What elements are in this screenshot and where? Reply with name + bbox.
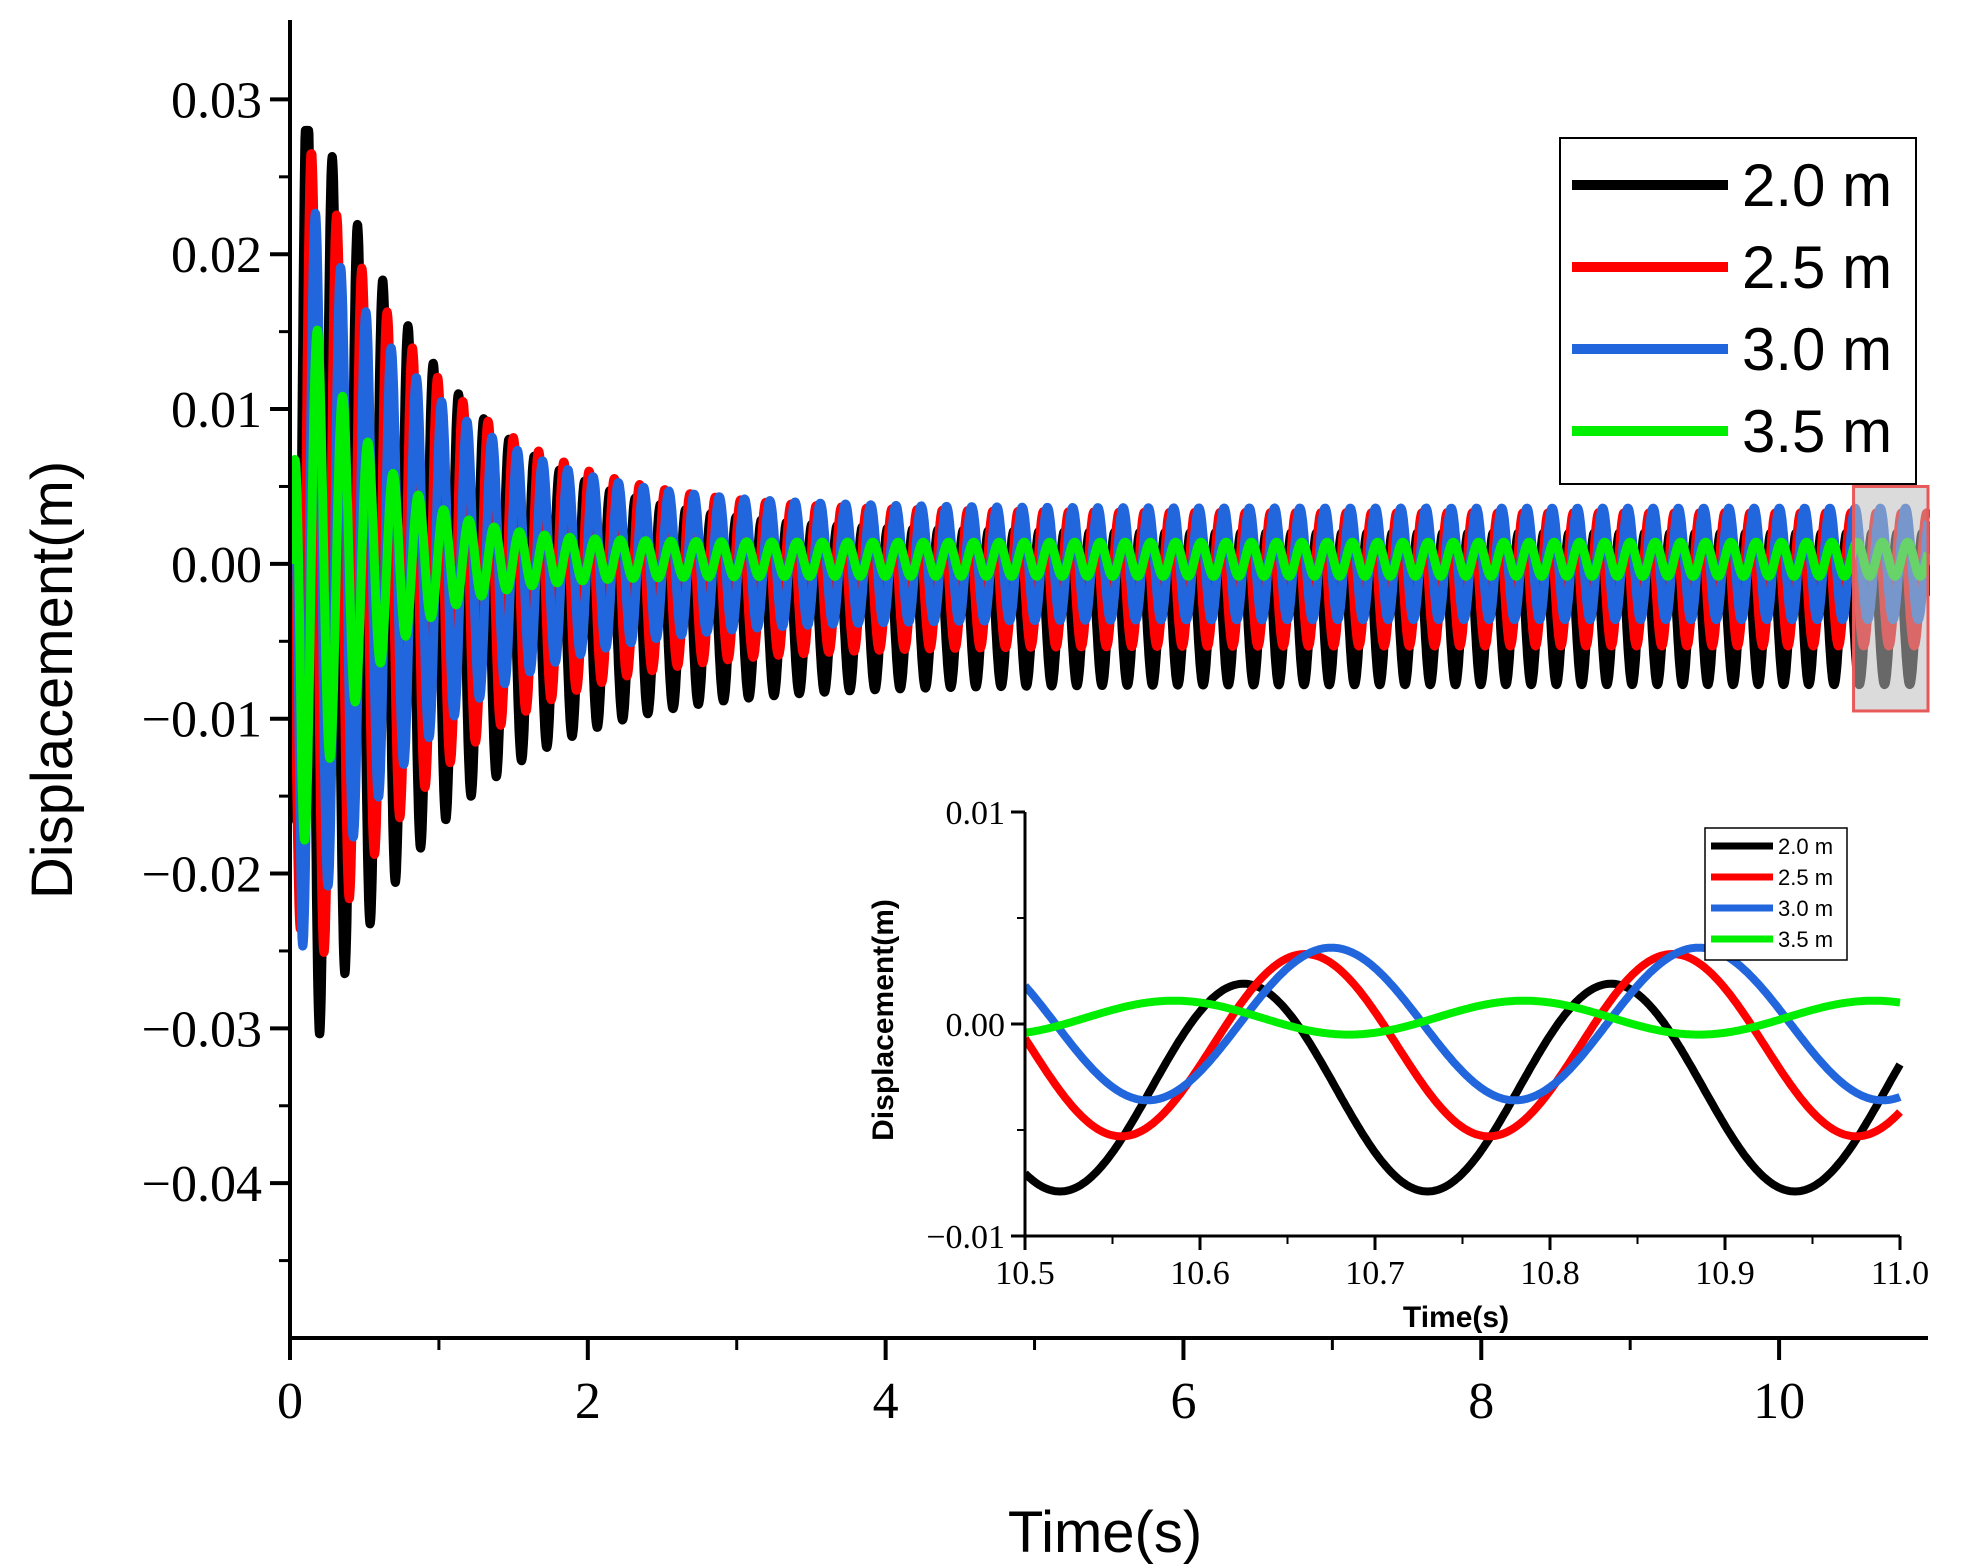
- inset-series-group: [1025, 943, 1904, 1196]
- inset-legend-label: 3.0 m: [1778, 896, 1833, 921]
- main-y-tick-label: −0.03: [142, 1001, 262, 1058]
- inset-x-tick-label: 10.8: [1520, 1255, 1580, 1292]
- main-axes: [288, 20, 1928, 1340]
- main-legend-label: 2.0 m: [1742, 152, 1892, 219]
- main-legend: 2.0 m 2.5 m 3.0 m 3.5 m: [1559, 137, 1917, 485]
- inset-y-tick-label: 0.01: [946, 795, 1006, 832]
- inset-legend-label: 2.0 m: [1778, 834, 1833, 859]
- inset-x-tick-label: 10.6: [1170, 1255, 1230, 1292]
- inset-legend: 2.0 m 2.5 m 3.0 m 3.5 m: [1704, 827, 1848, 961]
- inset-ticks: 10.5 10.6 10.7 10.8 10.9 11.0 −0.01 0.00 0.01: [926, 795, 1929, 1292]
- main-ticks: 0 2 4 6 8 10 −0.04 −0.03 −0.02 −0.01 0.00 0.01 0.02 0…: [142, 72, 1805, 1430]
- main-chart: 0 2 4 6 8 10 −0.04 −0.03 −0.02 −0.01 0.00 0.01 0.02 0…: [20, 20, 1930, 1565]
- main-x-tick-label: 4: [873, 1373, 899, 1430]
- main-legend-label: 3.5 m: [1742, 398, 1892, 465]
- main-y-tick-label: −0.01: [142, 692, 262, 749]
- main-x-tick-label: 2: [575, 1373, 601, 1430]
- main-y-tick-label: −0.04: [142, 1156, 262, 1213]
- main-series-line-2: [290, 208, 1930, 951]
- main-y-tick-label: 0.03: [171, 72, 262, 129]
- main-x-tick-label: 10: [1753, 1373, 1805, 1430]
- main-x-tick-label: 8: [1468, 1373, 1494, 1430]
- inset-series-line-3: [1025, 996, 1903, 1039]
- zoom-region-box: [1852, 484, 1930, 713]
- main-legend-label: 2.5 m: [1742, 234, 1892, 301]
- inset-x-tick-label: 10.7: [1345, 1255, 1405, 1292]
- main-series-group: [290, 125, 1930, 1039]
- main-series-line-1: [290, 149, 1930, 957]
- inset-legend-label: 2.5 m: [1778, 865, 1833, 890]
- main-y-tick-label: 0.02: [171, 227, 262, 284]
- main-legend-label: 3.0 m: [1742, 316, 1892, 383]
- inset-x-tick-label: 10.9: [1695, 1255, 1755, 1292]
- inset-x-axis-label: Time(s): [1403, 1301, 1509, 1334]
- inset-y-tick-label: −0.01: [926, 1219, 1005, 1256]
- main-y-tick-label: −0.02: [142, 847, 262, 904]
- main-x-tick-label: 6: [1170, 1373, 1196, 1430]
- inset-x-tick-label: 11.0: [1871, 1255, 1929, 1292]
- inset-x-tick-label: 10.5: [995, 1255, 1055, 1292]
- inset-legend-label: 3.5 m: [1778, 927, 1833, 952]
- main-series-line-3: [290, 325, 1930, 845]
- inset-y-axis-label: Displacement(m): [867, 899, 900, 1141]
- main-y-axis-label: Displacement(m): [20, 461, 85, 899]
- inset-chart: 10.5 10.6 10.7 10.8 10.9 11.0 −0.01 0.00 0.01 Ti…: [867, 795, 1929, 1334]
- main-y-tick-label: 0.01: [171, 382, 262, 439]
- main-y-tick-label: 0.00: [171, 537, 262, 594]
- main-x-tick-label: 0: [277, 1373, 303, 1430]
- main-x-axis-label: Time(s): [1008, 1500, 1202, 1565]
- inset-series-line-2: [1025, 943, 1903, 1105]
- inset-series-line-0: [1025, 979, 1904, 1196]
- inset-y-tick-label: 0.00: [946, 1007, 1006, 1044]
